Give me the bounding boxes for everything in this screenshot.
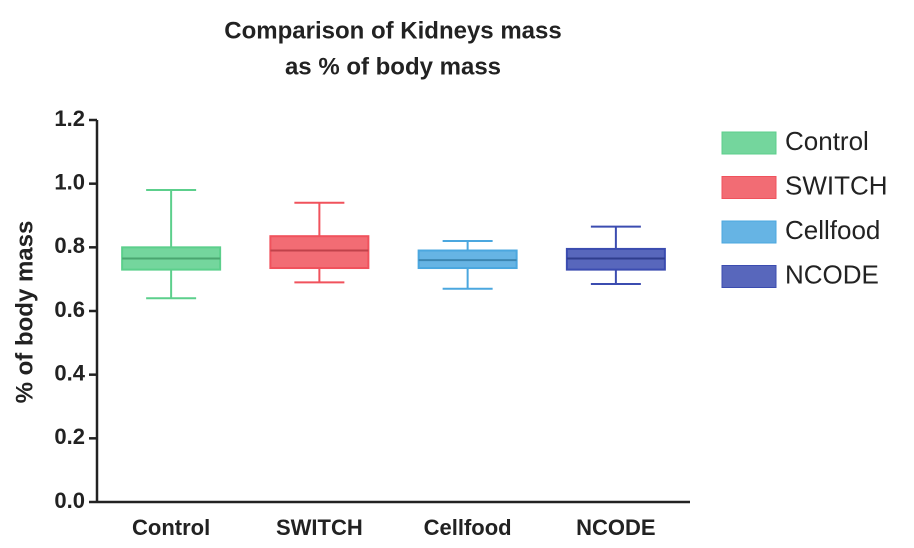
legend-label: NCODE [785,259,879,289]
legend-label: Cellfood [785,215,880,245]
legend-label: SWITCH [785,170,888,200]
x-tick-label: SWITCH [276,515,363,540]
chart-title: Comparison of Kidneys mass [224,17,561,44]
y-tick-label: 0.0 [54,488,85,513]
legend-label: Control [785,126,869,156]
chart-title: as % of body mass [285,53,501,80]
x-tick-label: Cellfood [424,515,512,540]
legend-swatch [721,176,777,199]
x-tick-label: Control [132,515,210,540]
y-axis-label: % of body mass [11,221,38,404]
y-tick-label: 1.0 [54,169,85,194]
box [269,235,370,270]
y-tick-label: 0.6 [54,297,85,322]
y-tick-label: 0.4 [54,360,85,385]
y-tick-label: 0.8 [54,233,85,258]
legend-swatch [721,265,777,288]
legend-swatch [721,220,777,244]
y-tick-label: 0.2 [54,424,85,449]
legend-swatch [721,131,777,155]
x-tick-label: NCODE [576,515,655,540]
y-tick-label: 1.2 [54,106,85,131]
